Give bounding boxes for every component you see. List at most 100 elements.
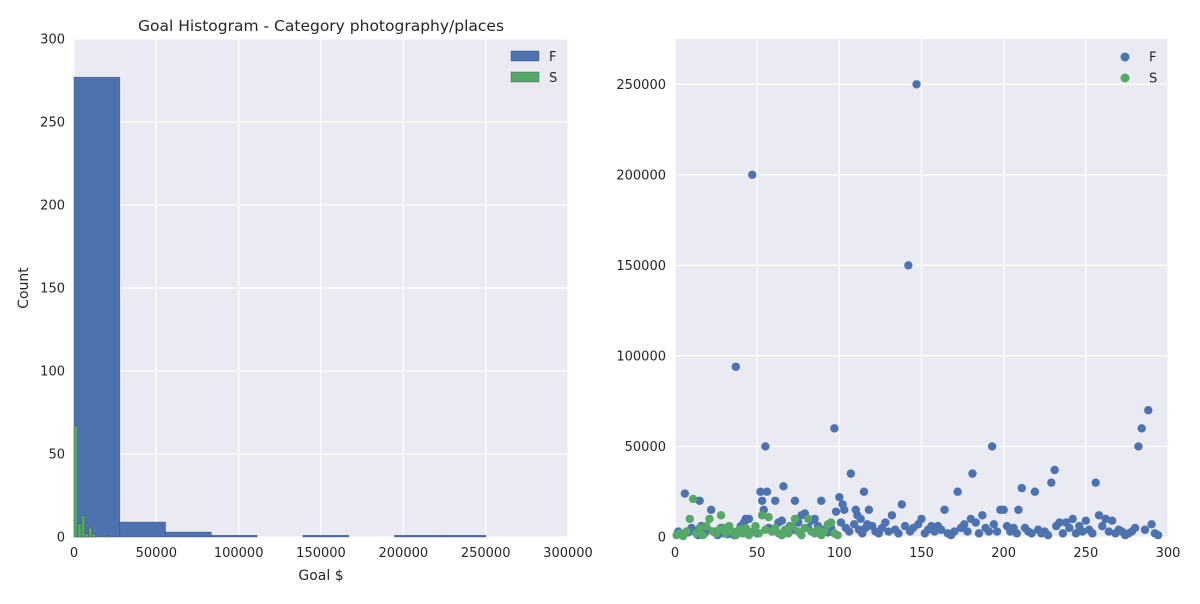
- scatter-point-S-46: [820, 527, 829, 536]
- scatter-legend-label-S: S: [1149, 72, 1157, 87]
- scatter-y-tick-label: 50000: [625, 440, 666, 455]
- histogram-y-ticks: 0 50 100 150 200 250 300: [40, 33, 65, 546]
- scatter-grid: [674, 39, 1169, 538]
- scatter-point-S-48: [826, 518, 836, 527]
- scatter-point-F-62: [849, 520, 859, 529]
- scatter-point-F-53: [830, 424, 839, 433]
- scatter-x-tick-label: 200: [991, 546, 1016, 561]
- histogram-x-tick-label: 100000: [214, 546, 264, 561]
- scatter-y-tick-label: 200000: [616, 168, 666, 183]
- scatter-point-F-31: [762, 487, 772, 496]
- histogram-y-tick-label: 50: [48, 448, 65, 463]
- scatter-point-S-14: [716, 511, 726, 520]
- histogram-title: Goal Histogram - Category photography/pl…: [138, 17, 504, 35]
- scatter-point-F-128: [1043, 530, 1053, 540]
- scatter-point-S-10: [705, 514, 714, 524]
- scatter-point-F-158: [1140, 525, 1150, 534]
- histogram-legend-swatch-S: [510, 71, 540, 83]
- histogram-bar-F-2: [165, 531, 212, 538]
- scatter-point-F-129: [1047, 478, 1056, 487]
- scatter-y-tick-label: 150000: [616, 259, 666, 274]
- scatter-point-F-23: [744, 514, 754, 524]
- histogram-x-tick-label: 50000: [136, 546, 177, 561]
- histogram-x-axis-label: Goal $: [298, 568, 343, 584]
- scatter-x-tick-label: 150: [909, 546, 934, 561]
- scatter-panel: 0 50 100 150 200 250 300 0 50000 100000 150000 200…: [616, 39, 1180, 561]
- scatter-point-S-37: [790, 514, 800, 524]
- scatter-point-S-3: [682, 527, 691, 536]
- scatter-y-ticks: 0 50000 100000 150000 200000 250000: [616, 78, 666, 546]
- scatter-y-tick-label: 100000: [616, 349, 666, 364]
- scatter-point-F-49: [817, 496, 826, 505]
- scatter-point-F-140: [1081, 516, 1091, 525]
- histogram-y-tick-label: 300: [40, 33, 65, 48]
- scatter-point-F-130: [1050, 465, 1059, 475]
- histogram-y-tick-label: 200: [40, 199, 65, 214]
- scatter-point-F-101: [960, 520, 969, 529]
- scatter-point-S-39: [797, 530, 806, 540]
- scatter-x-tick-label: 300: [1156, 546, 1181, 561]
- scatter-point-F-47: [810, 514, 819, 524]
- histogram-bar-S-3: [84, 533, 89, 538]
- scatter-legend-label-F: F: [1149, 51, 1156, 66]
- scatter-point-F-105: [971, 518, 980, 527]
- scatter-x-tick-label: 100: [827, 546, 852, 561]
- scatter-point-F-24: [748, 170, 757, 180]
- scatter-point-F-80: [894, 529, 903, 538]
- scatter-point-F-107: [978, 511, 987, 520]
- scatter-point-F-54: [831, 507, 841, 516]
- scatter-point-F-119: [1014, 505, 1023, 515]
- scatter-point-S-5: [688, 494, 698, 504]
- scatter-point-F-94: [937, 525, 946, 534]
- scatter-point-S-41: [803, 514, 813, 524]
- scatter-point-S-50: [833, 530, 842, 540]
- histogram-bar-F-5: [302, 535, 349, 538]
- scatter-point-F-34: [771, 496, 780, 505]
- scatter-point-S-36: [787, 521, 796, 531]
- scatter-point-S-8: [698, 530, 708, 540]
- scatter-point-F-77: [884, 527, 893, 536]
- histogram-y-tick-label: 100: [40, 365, 65, 380]
- scatter-point-F-157: [1137, 424, 1146, 433]
- scatter-point-F-143: [1091, 478, 1100, 487]
- scatter-point-S-16: [721, 529, 731, 538]
- scatter-point-F-110: [987, 442, 997, 451]
- histogram-bar-F-1: [119, 521, 166, 538]
- scatter-point-F-41: [790, 496, 800, 505]
- histogram-x-tick-label: 0: [70, 546, 78, 561]
- scatter-point-S-22: [741, 523, 750, 533]
- scatter-point-F-135: [1065, 523, 1074, 533]
- scatter-point-F-159: [1144, 406, 1153, 415]
- scatter-point-S-28: [761, 525, 770, 534]
- scatter-points: [672, 80, 1163, 541]
- histogram-bar-F-3: [211, 535, 258, 538]
- scatter-point-S-29: [764, 512, 773, 522]
- scatter-point-F-123: [1027, 529, 1036, 538]
- scatter-point-F-132: [1055, 518, 1064, 527]
- scatter-point-F-71: [864, 505, 874, 515]
- scatter-point-F-98: [950, 527, 959, 536]
- histogram-y-tick-label: 150: [40, 282, 65, 297]
- scatter-point-F-30: [761, 442, 770, 451]
- scatter-point-F-7: [695, 496, 704, 505]
- histogram-x-tick-label: 250000: [461, 546, 511, 561]
- scatter-point-F-106: [974, 529, 984, 538]
- scatter-point-F-155: [1130, 523, 1140, 533]
- histogram-x-ticks: 0 50000 100000 150000 200000 250000 300000: [70, 546, 593, 561]
- scatter-point-F-58: [840, 505, 849, 515]
- scatter-point-F-120: [1017, 483, 1026, 493]
- scatter-point-F-147: [1104, 527, 1114, 536]
- histogram-x-tick-label: 300000: [543, 546, 593, 561]
- scatter-point-F-78: [887, 511, 897, 520]
- scatter-point-F-56: [836, 518, 846, 527]
- histogram-bar-S-5: [91, 533, 97, 538]
- scatter-x-tick-label: 250: [1073, 546, 1098, 561]
- scatter-point-F-83: [904, 261, 913, 270]
- scatter-point-F-86: [912, 80, 921, 89]
- scatter-legend-marker-F: [1120, 52, 1130, 62]
- scatter-point-F-136: [1068, 514, 1077, 524]
- histogram-x-tick-label: 200000: [379, 546, 429, 561]
- scatter-point-F-55: [835, 492, 844, 502]
- scatter-point-F-28: [757, 496, 767, 505]
